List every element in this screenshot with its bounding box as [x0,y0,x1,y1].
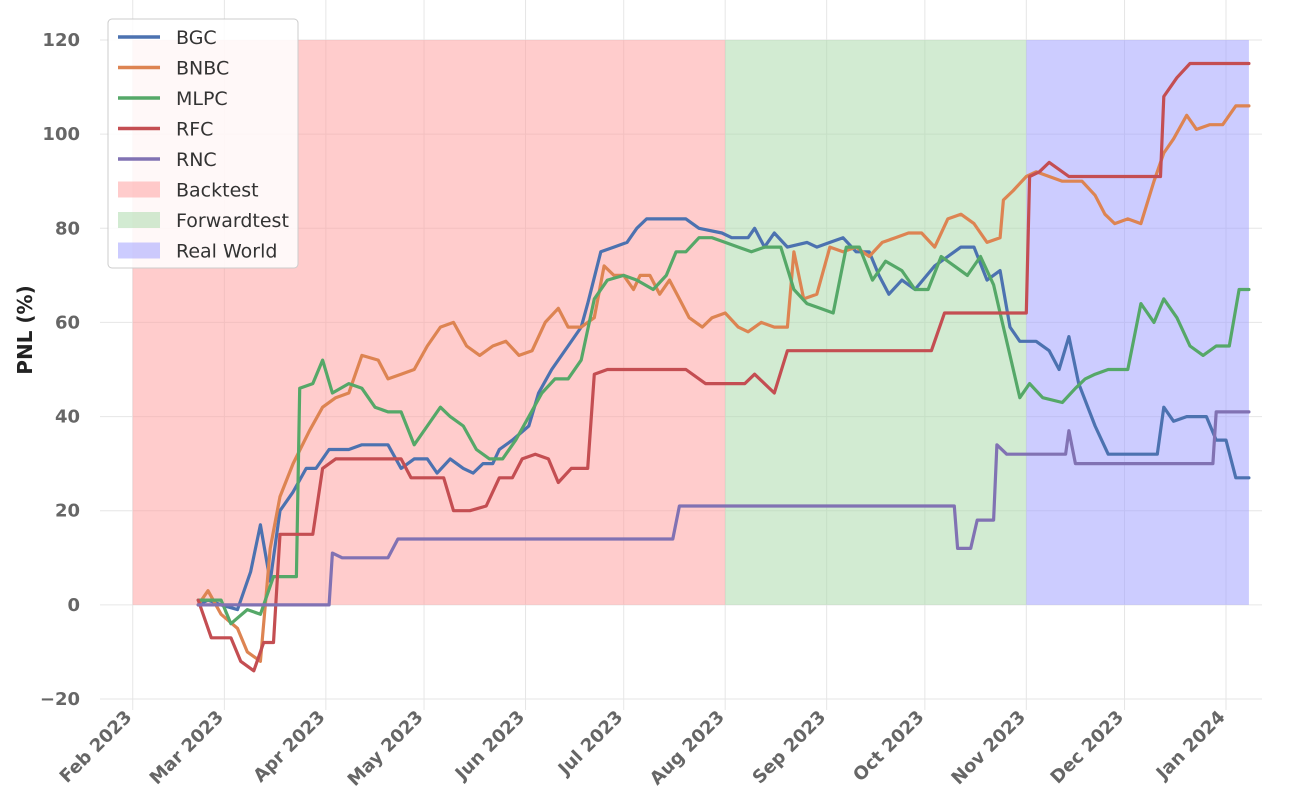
x-tick-label: Aug 2023 [646,707,729,790]
x-tick-label: Nov 2023 [947,707,1029,789]
legend-label: Forwardtest [176,210,289,232]
legend-label: BGC [176,27,217,49]
x-tick-label: Dec 2023 [1047,707,1128,788]
series-line-mlpc [196,236,1251,626]
legend-label: BNBC [176,58,229,80]
legend: BGC BNBC MLPC RFC RNC Backtest Forwardtest Real… [107,18,299,269]
y-tick-label: 80 [55,218,80,239]
y-tick-label: 0 [67,595,80,616]
y-tick-label: 100 [42,124,80,145]
series-line-rfc [196,61,1251,673]
legend-box [107,18,299,269]
x-tick-label: Apr 2023 [249,707,329,787]
y-axis-label: PNL (%) [13,285,37,374]
x-tick-label: Mar 2023 [146,707,228,789]
y-tick-label: 20 [55,501,80,522]
y-tick-label: 40 [55,407,80,428]
series-line-rnc [196,410,1251,607]
series-line-bnbc [196,104,1251,663]
legend-label: MLPC [176,88,228,110]
x-tick-label: Sep 2023 [749,707,831,789]
y-tick-label: 60 [55,312,80,333]
y-tick-label: −20 [40,689,80,710]
legend-label: Real World [176,241,277,263]
legend-swatch-real-world [118,242,160,259]
x-tick-label: Jan 2024 [1151,707,1230,786]
legend-swatch-forwardtest [118,212,160,228]
legend-swatch-backtest [118,181,160,198]
series-line-bgc [196,217,1251,612]
x-tick-label: Jul 2023 [553,707,627,781]
test-period-regions [132,40,1249,605]
legend-label: Backtest [176,180,259,202]
region-forwardtest [725,40,1027,605]
y-tick-label: 120 [42,30,80,51]
x-tick-label: Oct 2023 [849,707,928,786]
x-tick-label: May 2023 [344,707,428,791]
legend-label: RNC [176,149,217,171]
x-axis-ticks: Feb 2023 Mar 2023 Apr 2023 May 2023 Jun 2023… [56,707,1230,791]
x-tick-label: Jun 2023 [450,707,529,786]
legend-label: RFC [176,119,213,141]
x-tick-label: Feb 2023 [56,707,137,788]
y-axis-ticks: −20 0 20 40 60 80 100 120 [40,30,80,710]
series-lines [196,61,1251,673]
